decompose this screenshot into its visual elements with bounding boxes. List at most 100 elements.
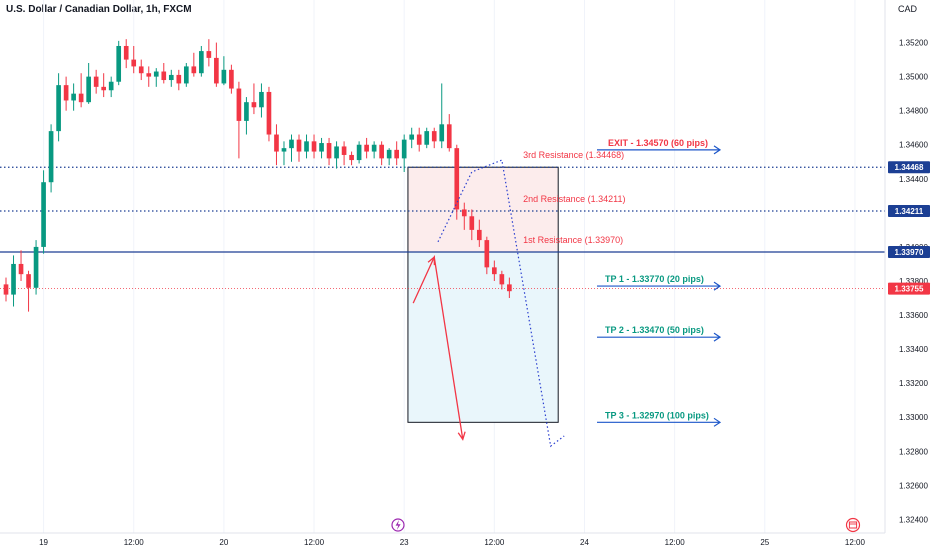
candle-body	[394, 149, 400, 159]
candle-body	[236, 88, 242, 121]
candlesticks	[3, 39, 512, 312]
price-tick-label: 1.34400	[899, 175, 928, 184]
price-tick-label: 1.35000	[899, 73, 928, 82]
candle-body	[161, 71, 167, 81]
price-axis: 1.352001.350001.348001.346001.344001.340…	[888, 39, 930, 524]
price-axis-badge-text: 1.33755	[895, 285, 924, 294]
price-axis-badge	[888, 246, 930, 259]
target-label: TP 1 - 1.33770 (20 pips)	[605, 274, 704, 284]
trade-zones	[407, 166, 559, 423]
candle-body	[78, 93, 84, 103]
candle-body	[93, 76, 99, 87]
resistance-label: 3rd Resistance (1.34468)	[523, 150, 624, 160]
candle-body	[33, 246, 39, 288]
currency-label: CAD	[898, 4, 918, 14]
candle-body	[507, 284, 512, 292]
candle-body	[146, 73, 152, 77]
time-axis: 19 12:00 20 12:00 23 12:00 24 12:00 25 12:00	[39, 538, 865, 547]
time-tick-label: 12:00	[124, 538, 145, 547]
price-axis-badge	[888, 161, 930, 174]
projection-paths	[412, 159, 565, 448]
candle-body	[439, 124, 445, 142]
time-tick-label: 20	[219, 538, 228, 547]
candle-body	[108, 81, 114, 91]
candle-body	[296, 139, 302, 152]
risk-box-border	[407, 166, 559, 423]
candle-body	[63, 85, 69, 101]
candle-body	[469, 216, 475, 230]
time-tick-label: 12:00	[304, 538, 325, 547]
time-tick-label: 25	[760, 538, 769, 547]
candle-body	[244, 102, 249, 121]
candle-body	[454, 148, 460, 210]
candle-body	[221, 69, 227, 84]
price-axis-badge	[888, 204, 930, 217]
candle-body	[229, 69, 234, 89]
price-tick-label: 1.33400	[899, 345, 928, 354]
candle-body	[304, 141, 309, 152]
price-axis-badge-text: 1.34468	[895, 163, 924, 172]
lightning-icon[interactable]	[391, 518, 405, 532]
target-label: EXIT - 1.34570 (60 pips)	[608, 138, 708, 148]
target-label: TP 2 - 1.33470 (50 pips)	[605, 325, 704, 335]
price-tick-label: 1.34600	[899, 141, 928, 150]
price-tick-label: 1.32600	[899, 481, 928, 490]
candle-body	[176, 74, 182, 84]
candle-body	[476, 229, 482, 241]
red-arrowhead-down	[457, 431, 466, 441]
candle-body	[3, 284, 9, 295]
candle-body	[364, 144, 369, 152]
candle-body	[386, 149, 392, 159]
candle-body	[138, 66, 144, 74]
calendar-icon[interactable]	[845, 517, 861, 533]
candle-body	[431, 131, 437, 142]
price-tick-label: 1.32400	[899, 515, 928, 524]
candle-body	[484, 240, 490, 268]
resistance-label: 1st Resistance (1.33970)	[523, 235, 623, 245]
candle-body	[289, 139, 294, 149]
candle-body	[11, 263, 16, 295]
price-tick-label: 1.33000	[899, 413, 928, 422]
candle-body	[379, 144, 384, 159]
candle-body	[326, 143, 332, 159]
candle-body	[71, 93, 76, 101]
candle-body	[492, 267, 497, 275]
candle-body	[356, 144, 362, 161]
time-tick-label: 24	[580, 538, 589, 547]
time-tick-label: 12:00	[484, 538, 505, 547]
target-arrowhead	[713, 332, 722, 342]
price-axis-badge-text: 1.34211	[895, 207, 924, 216]
candle-body	[199, 51, 204, 74]
candle-body	[334, 146, 339, 159]
candle-body	[319, 143, 324, 152]
price-tick-label: 1.32800	[899, 447, 928, 456]
candle-body	[101, 86, 107, 91]
time-tick-label: 12:00	[665, 538, 686, 547]
price-tick-label: 1.35200	[899, 39, 928, 48]
target-label: TP 3 - 1.32970 (100 pips)	[605, 410, 709, 420]
candle-body	[191, 66, 197, 74]
price-tick-label: 1.34800	[899, 107, 928, 116]
candle-body	[341, 146, 347, 155]
candle-body	[251, 102, 257, 108]
candle-body	[41, 182, 46, 247]
price-tick-label: 1.33200	[899, 379, 928, 388]
candle-body	[26, 274, 31, 288]
candle-body	[461, 209, 467, 217]
target-arrowhead	[713, 145, 722, 155]
candle-body	[349, 154, 354, 161]
target-arrowhead	[713, 281, 722, 291]
candle-body	[311, 141, 317, 152]
stop-zone	[407, 167, 559, 253]
candle-body	[266, 91, 272, 135]
candle-body	[371, 144, 377, 152]
resistance-levels	[0, 166, 885, 290]
time-tick-label: 12:00	[845, 538, 866, 547]
candle-body	[499, 274, 505, 285]
price-axis-badge-text: 1.33970	[895, 248, 924, 257]
candle-body	[123, 45, 129, 60]
price-tick-label: 1.33600	[899, 311, 928, 320]
candle-body	[401, 139, 407, 159]
time-tick-label: 23	[400, 538, 409, 547]
